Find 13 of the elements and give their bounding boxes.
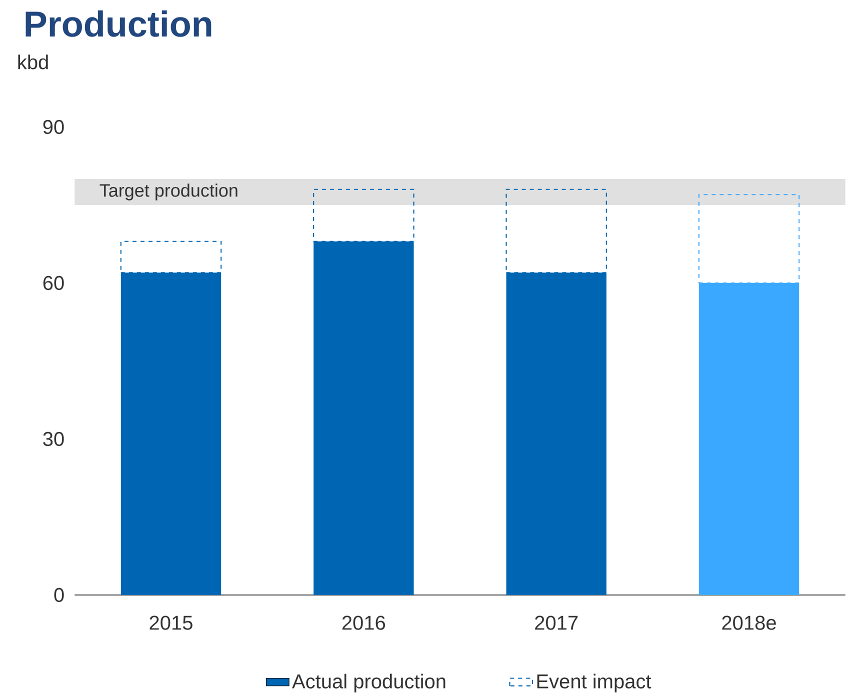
x-tick-label: 2016 <box>342 616 386 630</box>
legend-label: Event impact <box>537 674 652 692</box>
y-axis-title: kbd <box>18 54 48 70</box>
legend-label: Actual production <box>292 674 446 692</box>
x-tick-label: 2018e <box>722 616 776 630</box>
y-tick-label: 60 <box>43 276 64 290</box>
band-label: Target production <box>100 184 238 200</box>
y-tick-label: 90 <box>43 120 64 134</box>
x-tick-label: 2017 <box>535 616 578 630</box>
y-tick-label: 30 <box>43 432 64 446</box>
y-tick-label: 0 <box>54 588 64 602</box>
chart-title: Production <box>26 10 212 37</box>
x-tick-label: 2015 <box>150 616 192 630</box>
